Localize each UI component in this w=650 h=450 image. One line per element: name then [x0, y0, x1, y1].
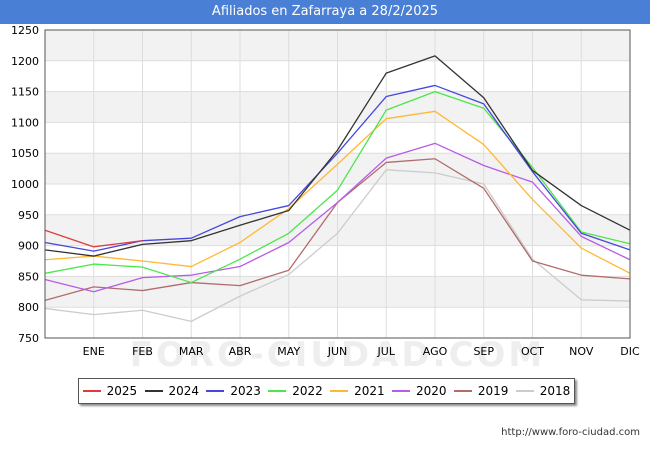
- y-tick-label: 1100: [11, 116, 39, 129]
- y-tick-label: 750: [18, 332, 39, 345]
- series-line-2022: [44, 90, 631, 284]
- legend-item-2025: 2025: [82, 384, 138, 398]
- x-tick-label: JUL: [377, 345, 396, 358]
- y-tick-label: 1200: [11, 55, 39, 68]
- legend-item-2021: 2021: [330, 384, 385, 398]
- legend-label: 2018: [539, 384, 571, 398]
- legend-item-2023: 2023: [206, 384, 261, 398]
- y-tick-label: 900: [18, 240, 39, 253]
- x-tick-label: ENE: [83, 345, 105, 358]
- legend-swatch: [206, 390, 225, 392]
- legend-swatch: [453, 390, 472, 392]
- legend-swatch: [268, 390, 287, 392]
- legend-label: 2025: [106, 384, 138, 398]
- x-tick-label: AGO: [423, 345, 448, 358]
- series-line-2021: [44, 110, 631, 274]
- legend-item-2018: 2018: [515, 384, 571, 398]
- legend-swatch: [515, 390, 534, 392]
- watermark: FORO-CIUDAD.COM: [130, 335, 546, 375]
- legend-item-2020: 2020: [392, 384, 447, 398]
- legend-label: 2023: [230, 384, 261, 398]
- legend-label: 2024: [168, 384, 200, 398]
- series-line-2018: [44, 169, 631, 323]
- x-tick-label: MAY: [277, 345, 300, 358]
- x-tick-label: DIC: [620, 345, 640, 358]
- x-tick-label: OCT: [521, 345, 544, 358]
- chart-legend: 2025 2024 2023 2022 2021 2020 2019 2018: [78, 378, 575, 404]
- series-line-2020: [44, 142, 631, 293]
- x-tick-label: SEP: [473, 345, 494, 358]
- legend-swatch: [392, 390, 411, 392]
- x-tick-label: ABR: [229, 345, 252, 358]
- legend-item-2024: 2024: [144, 384, 200, 398]
- legend-item-2022: 2022: [268, 384, 323, 398]
- legend-label: 2020: [416, 384, 447, 398]
- plot-frame: [44, 29, 631, 339]
- y-tick-label: 1250: [11, 24, 39, 37]
- y-tick-label: 850: [18, 270, 39, 283]
- x-tick-label: JUN: [327, 345, 348, 358]
- footer-url: http://www.foro-ciudad.com: [501, 427, 640, 438]
- legend-label: 2019: [477, 384, 509, 398]
- y-tick-label: 800: [18, 301, 39, 314]
- x-tick-label: MAR: [179, 345, 204, 358]
- x-tick-label: NOV: [569, 345, 594, 358]
- legend-label: 2022: [292, 384, 323, 398]
- x-tick-label: FEB: [132, 345, 153, 358]
- legend-swatch: [330, 390, 349, 392]
- y-tick-label: 1000: [11, 178, 39, 191]
- series-line-2025: [44, 229, 143, 248]
- legend-item-2019: 2019: [453, 384, 509, 398]
- series-line-2024: [44, 55, 631, 257]
- y-tick-label: 950: [18, 209, 39, 222]
- legend-label: 2021: [354, 384, 385, 398]
- y-tick-label: 1050: [11, 147, 39, 160]
- legend-swatch: [82, 390, 101, 392]
- y-tick-label: 1150: [11, 86, 39, 99]
- chart-title: Afiliados en Zafarraya a 28/2/2025: [0, 0, 650, 24]
- legend-swatch: [144, 390, 163, 392]
